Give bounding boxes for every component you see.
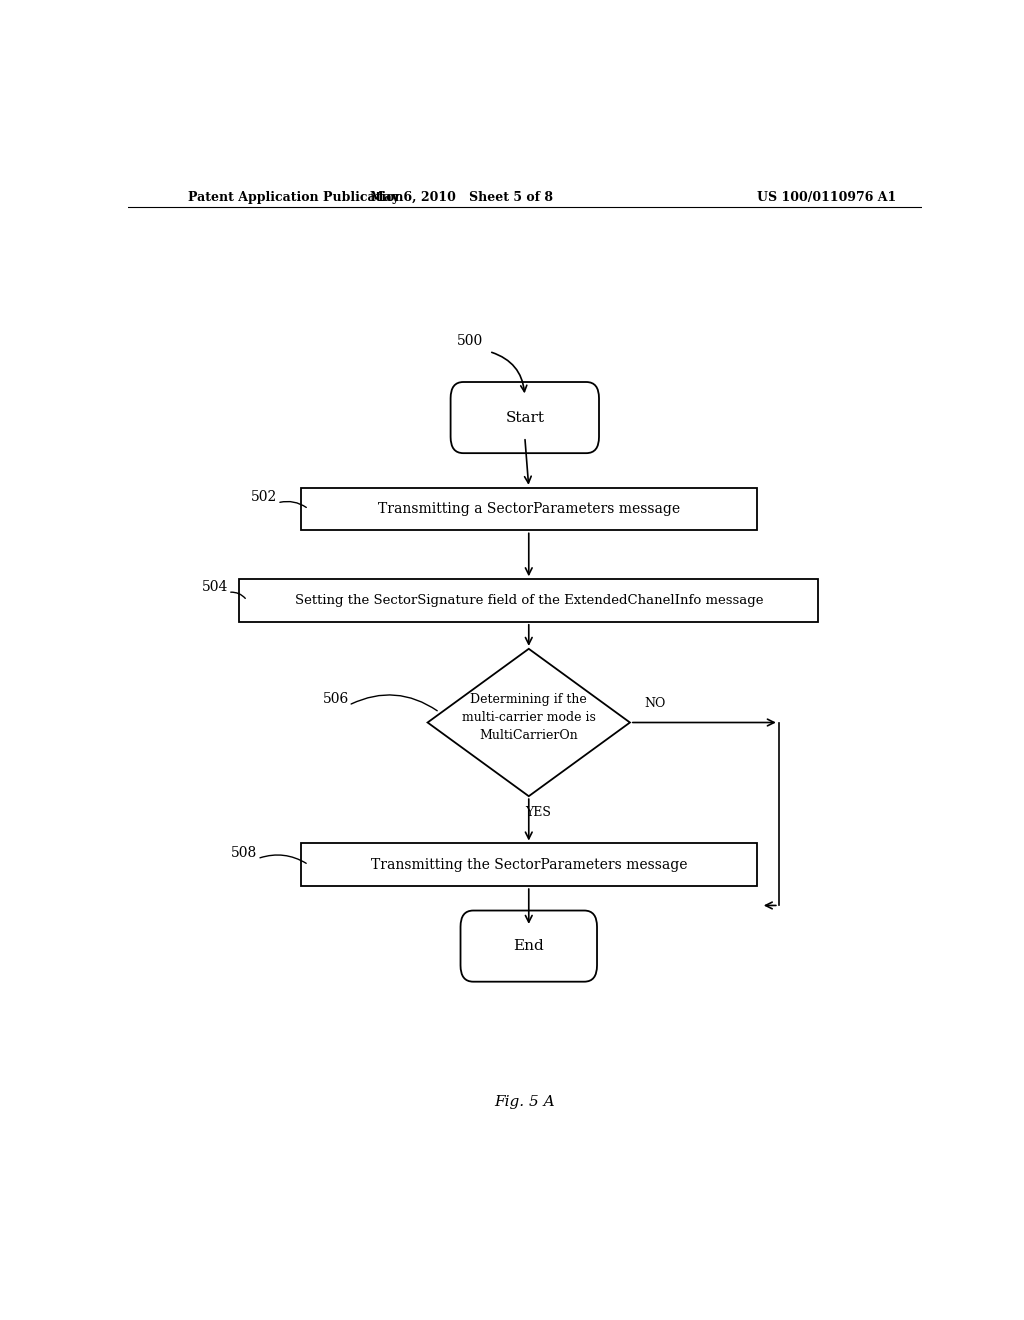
Text: NO: NO [644, 697, 666, 710]
Text: Start: Start [505, 411, 545, 425]
Text: Fig. 5 A: Fig. 5 A [495, 1094, 555, 1109]
Text: Transmitting a SectorParameters message: Transmitting a SectorParameters message [378, 502, 680, 516]
Text: US 100/0110976 A1: US 100/0110976 A1 [757, 190, 896, 203]
Text: Setting the SectorSignature field of the ExtendedChanelInfo message: Setting the SectorSignature field of the… [295, 594, 763, 607]
Polygon shape [428, 649, 630, 796]
Text: End: End [513, 939, 544, 953]
Text: 506: 506 [323, 692, 349, 706]
FancyArrowPatch shape [492, 352, 526, 392]
Text: YES: YES [525, 807, 551, 820]
Text: 508: 508 [231, 846, 257, 859]
Text: May 6, 2010   Sheet 5 of 8: May 6, 2010 Sheet 5 of 8 [370, 190, 553, 203]
FancyArrowPatch shape [351, 694, 437, 710]
FancyBboxPatch shape [301, 843, 757, 886]
FancyBboxPatch shape [461, 911, 597, 982]
FancyArrowPatch shape [260, 855, 306, 863]
FancyArrowPatch shape [280, 502, 306, 507]
Text: Transmitting the SectorParameters message: Transmitting the SectorParameters messag… [371, 858, 687, 871]
Text: Determining if the
multi-carrier mode is
MultiCarrierOn: Determining if the multi-carrier mode is… [462, 693, 596, 742]
FancyArrowPatch shape [230, 593, 246, 598]
Text: 502: 502 [251, 490, 278, 504]
FancyBboxPatch shape [451, 381, 599, 453]
FancyBboxPatch shape [301, 487, 757, 531]
Text: 500: 500 [458, 334, 483, 348]
Text: 504: 504 [202, 581, 228, 594]
FancyBboxPatch shape [240, 579, 818, 622]
Text: Patent Application Publication: Patent Application Publication [187, 190, 403, 203]
